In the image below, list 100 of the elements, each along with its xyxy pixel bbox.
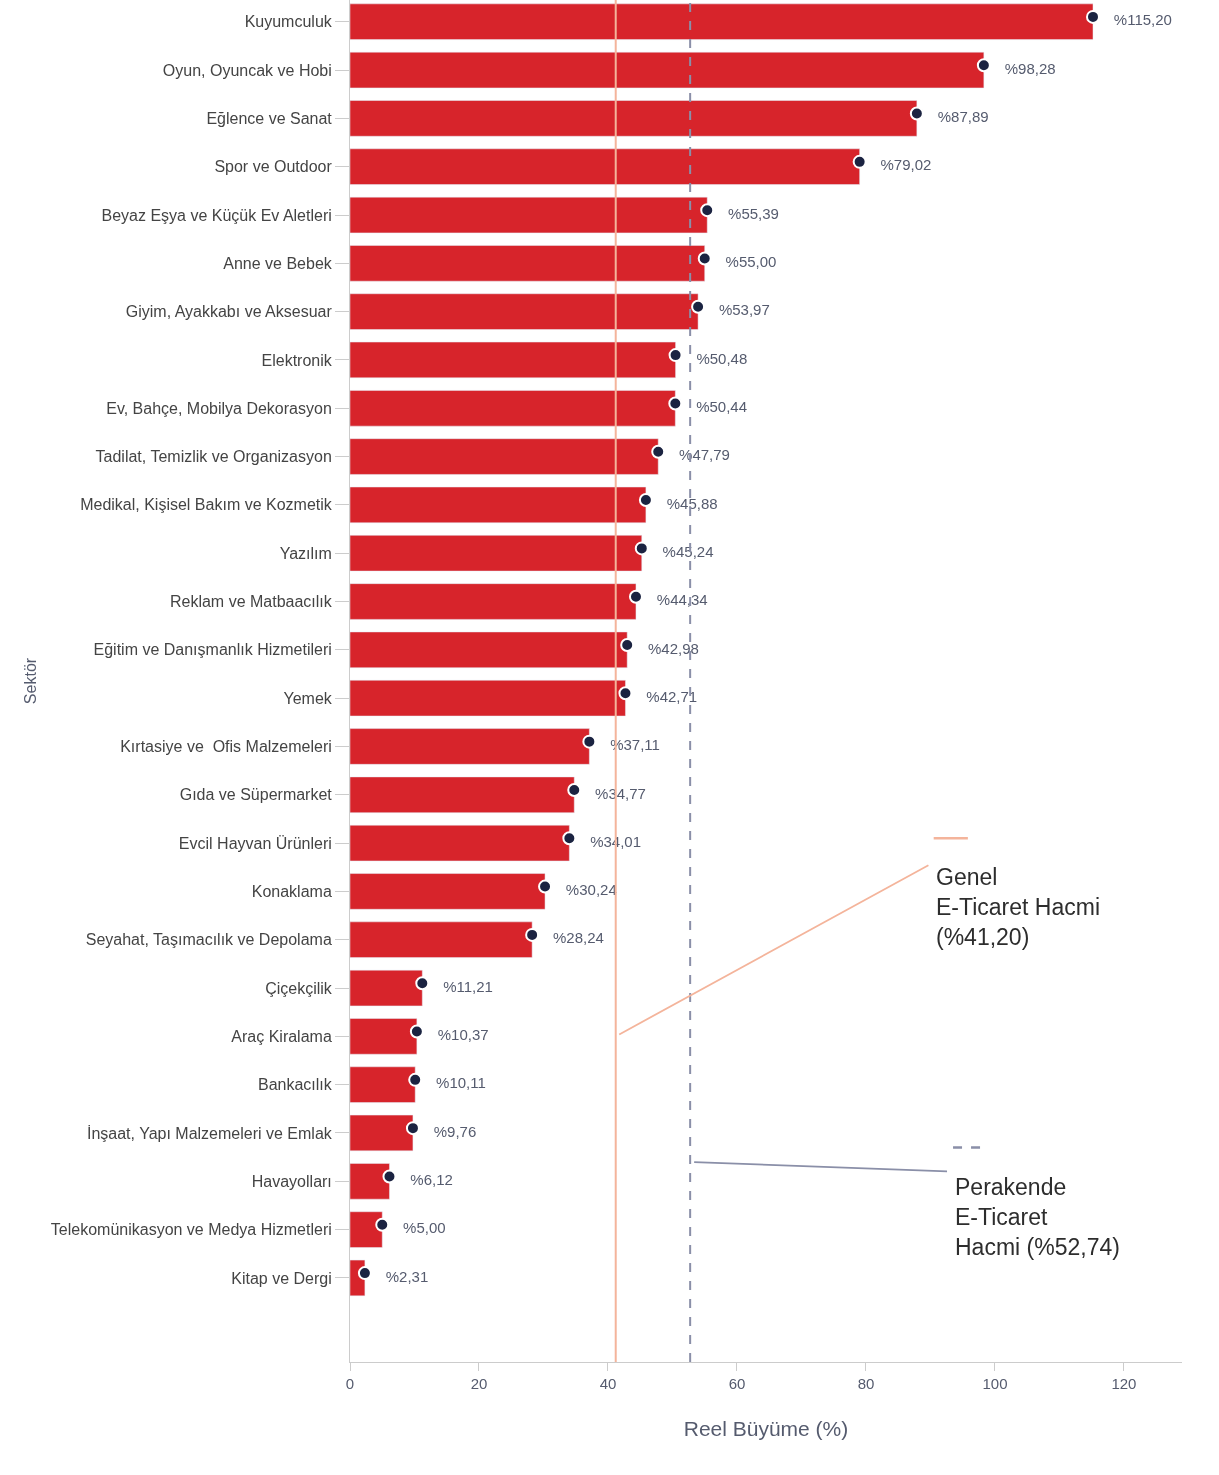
data-label: %87,89 xyxy=(916,108,989,126)
bar xyxy=(350,1211,383,1248)
data-label: %44,34 xyxy=(635,591,708,609)
data-label: %55,39 xyxy=(707,204,779,222)
x-axis-title: Reel Büyüme (%) xyxy=(683,1417,849,1441)
y-tick-label: Telekomünikasyon ve Medya Hizmetleri xyxy=(50,1221,332,1239)
data-label: %45,88 xyxy=(645,494,718,512)
point xyxy=(852,154,867,169)
y-tick-label: Eğlence ve Sanat xyxy=(206,109,333,127)
x-tick-label: 120 xyxy=(1111,1375,1137,1392)
x-tick-label: 60 xyxy=(728,1375,746,1392)
y-tick-label: Beyaz Eşya ve Küçük Ev Aletleri xyxy=(101,206,332,224)
x-tick-label: 80 xyxy=(857,1375,875,1392)
point xyxy=(691,299,706,314)
y-tick-label: Ev, Bahçe, Mobilya Dekorasyon xyxy=(106,399,332,417)
point xyxy=(638,493,653,508)
y-tick-label: İnşaat, Yapı Malzemeleri ve Emlak xyxy=(86,1123,333,1142)
bar xyxy=(350,438,659,475)
bar xyxy=(350,728,590,765)
y-tick-label: Reklam ve Matbaacılık xyxy=(169,593,333,611)
data-label: %10,11 xyxy=(415,1074,486,1092)
bar xyxy=(350,293,699,330)
point xyxy=(415,976,430,991)
y-tick-label: Çiçekçilik xyxy=(265,979,333,997)
point xyxy=(620,638,635,652)
data-label: %42,71 xyxy=(625,687,698,705)
x-tick-label: 40 xyxy=(599,1375,617,1392)
y-tick-label: Seyahat, Taşımacılık ve Depolama xyxy=(85,931,332,949)
data-label: %9,76 xyxy=(412,1122,477,1140)
point xyxy=(409,1024,424,1039)
bar xyxy=(350,583,637,620)
point xyxy=(976,58,991,73)
bar xyxy=(350,969,423,1007)
bar xyxy=(350,390,676,427)
point xyxy=(567,782,582,797)
y-tick-label: Gıda ve Süpermarket xyxy=(179,786,333,804)
point xyxy=(651,444,666,459)
ref-line-label: Genel E-Ticaret Hacmi (%41,20) xyxy=(936,864,1100,950)
bar xyxy=(350,873,546,910)
y-tick-label: Evcil Hayvan Ürünleri xyxy=(178,834,332,852)
point xyxy=(909,106,924,121)
y-tick-label: Yazılım xyxy=(279,544,332,562)
y-tick-label: Spor ve Outdoor xyxy=(214,158,333,176)
y-tick-label: Anne ve Bebek xyxy=(223,254,333,272)
y-axis-title: Sektör xyxy=(21,657,39,705)
data-label: %6,12 xyxy=(389,1171,453,1189)
point xyxy=(375,1217,390,1232)
data-label: %45,24 xyxy=(641,542,714,560)
bar xyxy=(350,631,628,668)
point xyxy=(618,686,633,701)
y-tick-label: Kuyumculuk xyxy=(244,13,333,31)
point xyxy=(700,203,715,218)
y-tick-label: Tadilat, Temizlik ve Organizasyon xyxy=(95,448,332,466)
y-tick-label: Eğitim ve Danışmanlık Hizmetileri xyxy=(93,641,332,659)
data-label: %98,28 xyxy=(983,59,1056,77)
bar xyxy=(350,486,647,524)
ref-line-label: Perakende E-Ticaret Hacmi (%52,74) xyxy=(955,1174,1120,1260)
point xyxy=(582,734,597,749)
x-tick-label: 20 xyxy=(470,1375,488,1392)
bar xyxy=(350,776,575,813)
bar xyxy=(350,824,570,862)
bar xyxy=(350,1018,418,1055)
point xyxy=(382,1169,397,1184)
point xyxy=(525,927,540,942)
x-tick-label: 0 xyxy=(345,1375,355,1392)
y-tick-label: Araç Kiralama xyxy=(231,1027,332,1045)
bar xyxy=(350,1066,416,1103)
point xyxy=(562,831,577,846)
data-label: %42,98 xyxy=(627,639,699,657)
data-label: %5,00 xyxy=(382,1219,446,1237)
point xyxy=(628,589,643,604)
bar xyxy=(350,148,860,185)
y-tick-label: Kitap ve Dergi xyxy=(231,1269,332,1287)
bar xyxy=(350,535,643,572)
point xyxy=(538,879,553,894)
y-tick-label: Elektronik xyxy=(261,351,333,369)
point xyxy=(634,541,649,556)
bar xyxy=(350,1114,414,1152)
bar xyxy=(350,245,705,282)
point xyxy=(697,251,712,266)
y-tick-label: Oyun, Oyuncak ve Hobi xyxy=(162,61,332,79)
data-label: %53,97 xyxy=(698,301,770,319)
y-tick-label: Kırtasiye ve Ofis Malzemeleri xyxy=(120,738,332,756)
data-label: %10,37 xyxy=(416,1026,489,1044)
bar xyxy=(350,100,918,137)
y-tick-label: Giyim, Ayakkabı ve Aksesuar xyxy=(125,303,333,321)
y-tick-label: Bankacılık xyxy=(257,1076,333,1094)
data-label: %50,44 xyxy=(675,398,748,416)
x-tick-label: 100 xyxy=(982,1375,1008,1392)
bar xyxy=(350,1163,390,1200)
bar xyxy=(350,341,676,379)
point xyxy=(668,348,683,363)
bar xyxy=(350,680,626,717)
data-label: %115,20 xyxy=(1093,11,1172,29)
y-tick-label: Medikal, Kişisel Bakım ve Kozmetik xyxy=(80,496,333,514)
data-label: %11,21 xyxy=(422,977,493,995)
point xyxy=(668,396,683,411)
y-tick-label: Yemek xyxy=(283,689,333,707)
bar xyxy=(350,51,985,89)
bar xyxy=(350,196,708,234)
